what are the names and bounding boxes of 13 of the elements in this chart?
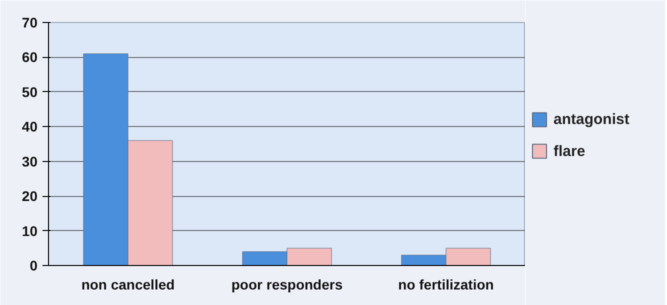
x-tick-label: poor responders — [231, 276, 343, 292]
y-tick-label: 20 — [22, 188, 38, 204]
x-tick-label: no fertilization — [398, 276, 494, 292]
y-tick-label: 60 — [22, 49, 38, 66]
y-tick-label: 0 — [30, 258, 38, 274]
y-tick-label: 70 — [22, 14, 38, 30]
legend-label: flare — [554, 142, 586, 160]
y-tick-label: 30 — [22, 153, 38, 170]
legend-label: antagonist — [554, 111, 630, 128]
y-tick-label: 10 — [22, 222, 38, 239]
x-tick-label: non cancelled — [81, 276, 175, 292]
y-tick-label: 50 — [22, 84, 38, 100]
y-tick-label: 40 — [22, 118, 38, 135]
